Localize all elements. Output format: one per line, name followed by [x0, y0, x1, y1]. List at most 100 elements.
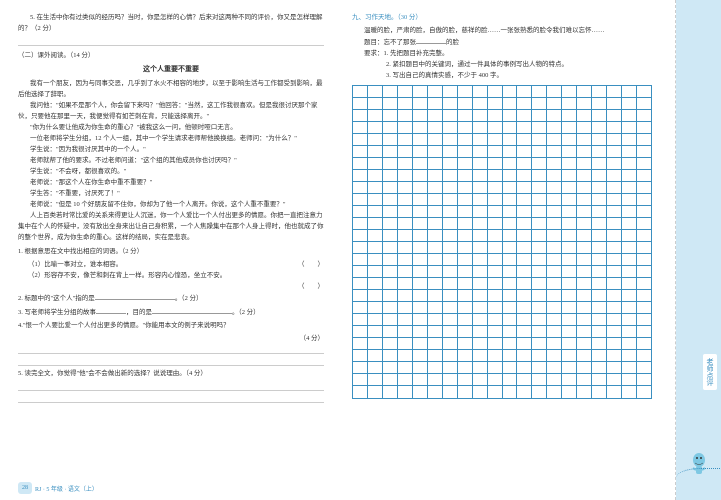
grid-cell	[473, 302, 488, 314]
grid-cell	[607, 242, 622, 254]
grid-cell	[622, 122, 637, 134]
grid-cell	[577, 338, 592, 350]
q1-b: （2）形容存不安，像芒和刺在背上一样。形容内心惶恐，坐立不安。	[18, 270, 324, 281]
grid-cell	[428, 218, 443, 230]
grid-cell	[398, 302, 413, 314]
grid-cell	[398, 326, 413, 338]
passage-title: 这个人重要不重要	[18, 64, 324, 75]
grid-cell	[577, 218, 592, 230]
grid-cell	[577, 170, 592, 182]
q1-a: （1）比喻一事对立，谁本相容。（ ）	[18, 259, 324, 270]
grid-cell	[428, 386, 443, 398]
grid-cell	[577, 326, 592, 338]
grid-cell	[488, 86, 503, 98]
grid-cell	[503, 374, 518, 386]
grid-cell	[562, 266, 577, 278]
grid-cell	[592, 98, 607, 110]
grid-cell	[368, 242, 383, 254]
grid-cell	[562, 170, 577, 182]
grid-cell	[443, 230, 458, 242]
grid-cell	[443, 158, 458, 170]
grid-cell	[458, 386, 473, 398]
grid-cell	[428, 338, 443, 350]
grid-cell	[443, 290, 458, 302]
grid-cell	[488, 230, 503, 242]
grid-cell	[488, 386, 503, 398]
grid-cell	[368, 374, 383, 386]
teacher-comment-label: 老师点评	[703, 354, 717, 390]
grid-cell	[473, 278, 488, 290]
grid-cell	[428, 290, 443, 302]
answer-line	[18, 36, 324, 46]
grid-cell	[503, 230, 518, 242]
grid-cell	[637, 134, 651, 146]
grid-cell	[398, 278, 413, 290]
grid-cell	[532, 146, 547, 158]
grid-cell	[532, 302, 547, 314]
grid-cell	[637, 158, 651, 170]
grid-cell	[547, 134, 562, 146]
grid-cell	[458, 194, 473, 206]
grid-cell	[517, 98, 532, 110]
grid-cell	[577, 362, 592, 374]
grid-cell	[473, 218, 488, 230]
grid-cell	[398, 362, 413, 374]
grid-cell	[517, 338, 532, 350]
grid-cell	[428, 122, 443, 134]
q3-end: 。（2 分）	[232, 309, 260, 316]
blank	[95, 292, 175, 300]
topic: 题目：忘不了那张的脸	[352, 36, 662, 48]
grid-cell	[607, 266, 622, 278]
grid-cell	[413, 218, 428, 230]
grid-cell	[622, 278, 637, 290]
grid-cell	[473, 362, 488, 374]
grid-cell	[473, 242, 488, 254]
grid-cell	[488, 110, 503, 122]
para-11: 人上百类若时常比爱的关系来得更让人沉迷，你一个人爱比一个人付出更多的情愿。你把一…	[18, 210, 324, 243]
grid-cell	[607, 86, 622, 98]
grid-cell	[503, 242, 518, 254]
grid-cell	[547, 350, 562, 362]
grid-cell	[413, 182, 428, 194]
grid-cell	[413, 134, 428, 146]
grid-cell	[488, 194, 503, 206]
grid-cell	[607, 254, 622, 266]
grid-cell	[607, 158, 622, 170]
grid-cell	[458, 230, 473, 242]
grid-cell	[473, 254, 488, 266]
grid-cell	[622, 230, 637, 242]
grid-cell	[607, 182, 622, 194]
grid-cell	[517, 110, 532, 122]
writing-intro: 温暖的脸，严肃的脸，自傲的脸，慈祥的脸……一张张熟悉的脸令我们难以忘怀……	[352, 25, 662, 36]
grid-cell	[413, 350, 428, 362]
grid-row	[353, 362, 651, 374]
grid-cell	[562, 158, 577, 170]
grid-cell	[368, 110, 383, 122]
grid-cell	[622, 362, 637, 374]
grid-cell	[428, 182, 443, 194]
grid-cell	[398, 374, 413, 386]
grid-cell	[353, 146, 368, 158]
grid-cell	[383, 86, 398, 98]
grid-cell	[532, 338, 547, 350]
grid-cell	[458, 86, 473, 98]
q3-mid: ，目的是	[126, 309, 152, 316]
grid-cell	[413, 254, 428, 266]
grid-cell	[577, 266, 592, 278]
grid-row	[353, 338, 651, 350]
grid-cell	[547, 266, 562, 278]
grid-cell	[488, 374, 503, 386]
grid-cell	[517, 290, 532, 302]
grid-cell	[622, 302, 637, 314]
grid-cell	[473, 314, 488, 326]
writing-grid	[352, 85, 652, 399]
grid-cell	[517, 350, 532, 362]
grid-cell	[517, 146, 532, 158]
grid-cell	[413, 314, 428, 326]
grid-cell	[532, 218, 547, 230]
grid-cell	[562, 230, 577, 242]
grid-row	[353, 374, 651, 386]
para-4: 一位老师将学生分组，12 个人一组，其中一个学生请求老师帮他换换组。老师问："为…	[18, 133, 324, 144]
grid-cell	[458, 218, 473, 230]
grid-cell	[637, 266, 651, 278]
